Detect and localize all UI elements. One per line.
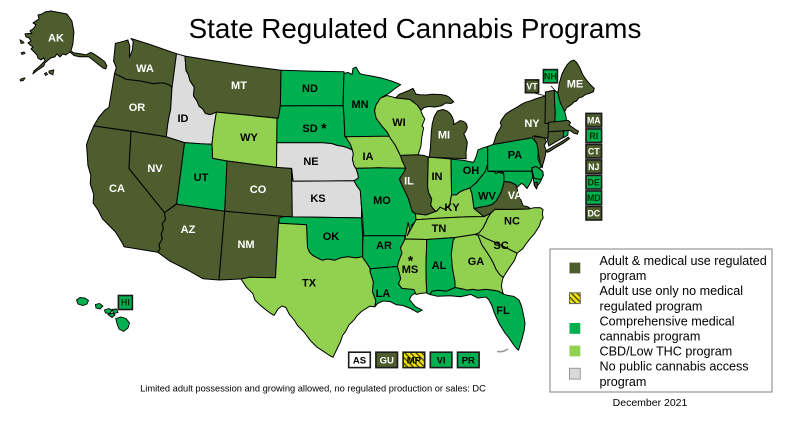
svg-text:TN: TN [432,223,447,235]
svg-text:LA: LA [376,288,391,300]
svg-text:NE: NE [303,156,318,168]
svg-text:MN: MN [351,99,368,111]
svg-text:DE: DE [588,177,600,187]
svg-text:AL: AL [432,260,447,272]
svg-text:NJ: NJ [588,162,599,172]
svg-text:IL: IL [404,176,414,188]
svg-text:ND: ND [302,83,318,95]
svg-text:SC: SC [493,240,508,252]
svg-text:State Regulated Cannabis Progr: State Regulated Cannabis Programs [189,13,642,44]
svg-text:FL: FL [496,305,510,317]
svg-text:CT: CT [588,146,600,156]
svg-text:RI: RI [589,131,598,141]
svg-text:IN: IN [432,171,443,183]
svg-text:MP: MP [407,355,422,366]
svg-text:NY: NY [524,118,540,130]
svg-text:PR: PR [462,355,475,366]
svg-text:December 2021: December 2021 [613,397,688,409]
svg-text:KY: KY [444,202,460,214]
svg-text:MI: MI [438,130,450,142]
svg-text:UT: UT [194,172,209,184]
svg-text:DC: DC [587,208,600,218]
svg-text:VA: VA [508,190,523,202]
svg-text:SD: SD [302,123,317,135]
svg-text:WA: WA [136,63,154,75]
svg-text:NH: NH [544,71,557,81]
svg-text:No public cannabis access: No public cannabis access [600,360,749,374]
svg-text:NV: NV [147,163,163,175]
svg-text:Adult & medical use regulated: Adult & medical use regulated [600,254,767,268]
svg-text:program: program [600,375,647,389]
svg-text:GA: GA [468,256,485,268]
svg-text:ID: ID [178,113,189,125]
svg-text:MA: MA [587,115,601,125]
svg-text:WI: WI [392,117,405,129]
svg-text:NC: NC [504,216,520,228]
svg-text:PA: PA [508,150,523,162]
svg-text:OH: OH [463,165,480,177]
svg-text:*: * [408,253,414,269]
svg-text:AK: AK [48,33,64,45]
svg-text:CO: CO [250,184,267,196]
svg-text:VI: VI [437,355,446,366]
svg-text:MT: MT [231,80,247,92]
svg-text:OR: OR [129,102,146,114]
svg-text:IA: IA [363,151,374,163]
svg-text:WV: WV [478,191,496,203]
svg-text:VT: VT [526,82,538,92]
svg-text:GU: GU [380,355,394,366]
svg-text:program: program [600,269,647,283]
svg-text:KS: KS [310,193,325,205]
svg-text:TX: TX [302,278,317,290]
svg-text:AZ: AZ [181,224,196,236]
svg-text:WY: WY [240,132,258,144]
svg-text:CBD/Low THC program: CBD/Low THC program [600,345,733,359]
svg-text:NM: NM [237,239,254,251]
svg-text:MD: MD [587,193,601,203]
svg-text:MO: MO [373,195,391,207]
svg-text:OK: OK [323,231,340,243]
svg-text:HI: HI [121,298,130,308]
svg-text:ME: ME [567,79,584,91]
svg-text:MS: MS [402,264,419,276]
svg-text:Limited adult possession and g: Limited adult possession and growing all… [140,384,486,394]
svg-text:AR: AR [376,240,392,252]
svg-text:CA: CA [109,183,125,195]
svg-text:AS: AS [353,355,366,366]
svg-text:regulated program: regulated program [600,299,703,313]
svg-text:Adult use only no medical: Adult use only no medical [600,284,744,298]
svg-text:cannabis program: cannabis program [600,330,701,344]
svg-text:*: * [321,120,327,136]
svg-text:Comprehensive medical: Comprehensive medical [600,314,735,328]
